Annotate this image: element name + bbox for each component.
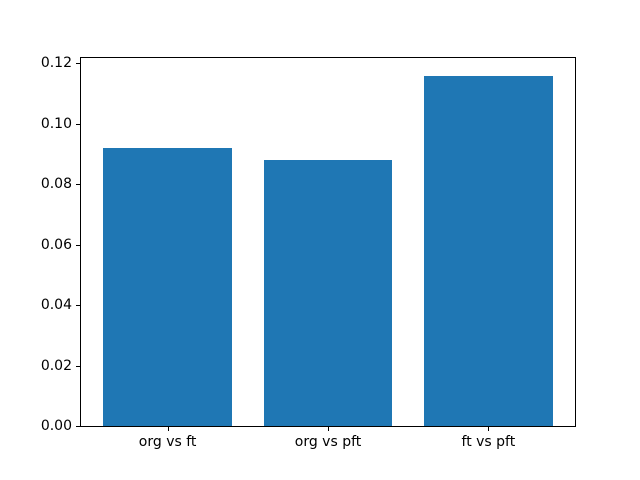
y-tick-label: 0.06 [40, 236, 72, 253]
y-tick-label: 0.02 [40, 357, 72, 374]
x-axis-tick [168, 427, 169, 431]
bar-org-vs-pft [263, 160, 393, 426]
x-tick-label: ft vs pft [461, 434, 516, 450]
y-axis-tick [76, 305, 80, 306]
y-tick-label: 0.12 [40, 55, 72, 72]
y-tick-label: 0.10 [40, 115, 72, 132]
bar-org-vs-ft [103, 148, 232, 426]
y-axis-tick [76, 184, 80, 185]
y-tick-label: 0.08 [40, 176, 72, 193]
x-axis-tick [488, 427, 489, 431]
plot-area [80, 57, 576, 427]
y-axis-tick [76, 366, 80, 367]
y-axis-tick [76, 63, 80, 64]
x-tick-label: org vs ft [138, 434, 197, 450]
bar-ft-vs-pft [424, 75, 553, 426]
x-tick-label: org vs pft [294, 434, 362, 450]
y-axis-tick [76, 245, 80, 246]
y-tick-label: 0.04 [40, 297, 72, 314]
x-axis-tick [328, 427, 329, 431]
y-axis-tick [76, 426, 80, 427]
y-axis-tick [76, 124, 80, 125]
y-tick-label: 0.00 [40, 418, 72, 434]
